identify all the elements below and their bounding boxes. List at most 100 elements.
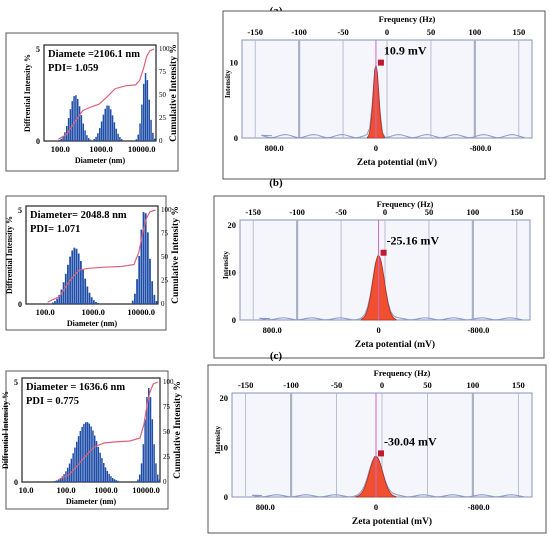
size-y-left-label: Diffrential Intensity %	[1, 391, 10, 469]
size-bar	[131, 300, 134, 304]
zeta-y-tick: 10	[228, 267, 237, 277]
peak-marker	[377, 59, 384, 66]
size-y-right-tick: 100	[159, 45, 170, 53]
size-plot-area	[25, 205, 159, 305]
size-bar	[148, 388, 150, 482]
zeta-y-tick: 0	[224, 492, 228, 502]
size-bar	[93, 138, 95, 141]
size-bar	[146, 397, 148, 482]
size-y-left-tick: 5	[14, 378, 18, 387]
size-bar	[117, 133, 119, 141]
size-bar	[73, 96, 75, 141]
size-bar	[103, 463, 105, 482]
zeta-y-label: Intensity	[221, 251, 230, 280]
size-x-tick: 10000.0	[132, 485, 160, 495]
zeta-y-tick: 10	[230, 58, 239, 68]
size-bar	[83, 423, 85, 482]
frequency-tick: -150	[238, 380, 254, 390]
size-y-left-tick: 5	[36, 45, 40, 54]
diameter-annotation: Diameter= 2048.8 nm	[30, 210, 127, 221]
panel-label: (b)	[269, 177, 283, 189]
size-bar	[95, 441, 98, 482]
frequency-axis-label: Frequency (Hz)	[377, 199, 434, 209]
size-bar	[101, 458, 103, 482]
size-bar	[100, 121, 103, 141]
size-x-tick: 100.0	[36, 307, 55, 317]
size-bar	[142, 212, 145, 304]
size-x-tick: 10000.0	[128, 144, 156, 154]
size-y-right-tick: 100	[161, 206, 172, 214]
zeta-value-label: -25.16 mV	[387, 234, 440, 248]
frequency-tick: -150	[247, 27, 263, 37]
size-bar	[97, 133, 99, 141]
size-y-right-label: Cumulative Intensity %	[173, 381, 183, 479]
size-bar	[74, 447, 76, 482]
size-bar	[158, 479, 161, 482]
size-bar	[90, 297, 93, 304]
size-bar	[97, 446, 100, 482]
diameter-annotation: Diameter = 1636.6 nm	[26, 382, 125, 393]
size-bar	[71, 101, 73, 141]
size-bar	[69, 109, 72, 141]
frequency-tick: -50	[331, 380, 342, 390]
size-bar	[111, 115, 114, 141]
frequency-tick: 0	[385, 27, 389, 37]
size-y-right-tick: 25	[161, 277, 169, 285]
size-bar	[86, 422, 89, 482]
size-bar	[153, 294, 156, 304]
size-bar	[149, 258, 151, 304]
size-bar	[144, 419, 146, 482]
size-bar	[134, 293, 136, 304]
zeta-x-tick: -800.0	[467, 325, 489, 335]
size-bar	[141, 104, 143, 141]
size-y-right-tick: 75	[163, 403, 171, 411]
size-bar	[92, 300, 95, 304]
frequency-tick: 100	[469, 27, 482, 37]
size-bar	[155, 463, 157, 482]
zeta-baseline-curve	[261, 67, 525, 139]
size-bar	[106, 105, 108, 141]
frequency-tick: -100	[289, 207, 305, 217]
zeta-baseline-curve	[259, 254, 523, 321]
frequency-tick: 150	[512, 380, 525, 390]
size-bar	[54, 301, 56, 304]
frequency-tick: 0	[383, 207, 387, 217]
size-bar	[149, 397, 152, 482]
size-bar	[51, 302, 54, 304]
size-bar	[140, 229, 143, 304]
size-bar	[137, 134, 139, 141]
size-bar	[136, 279, 138, 304]
size-bar	[79, 431, 82, 482]
size-bar	[75, 95, 77, 141]
size-bar	[110, 476, 112, 482]
size-bar	[152, 132, 154, 141]
frequency-tick: -100	[283, 380, 299, 390]
size-bar	[80, 260, 82, 304]
size-bar	[95, 302, 97, 304]
size-bar	[139, 123, 141, 141]
size-x-tick: 10.0	[19, 485, 34, 495]
size-bar	[95, 136, 97, 141]
pdi-annotation: PDI = 0.775	[26, 396, 79, 407]
size-bar	[102, 114, 105, 141]
size-bar	[76, 99, 79, 141]
size-bar	[89, 139, 92, 141]
size-bar	[76, 441, 78, 482]
size-bar	[150, 119, 152, 141]
size-bar	[113, 479, 116, 482]
size-x-tick: 100.0	[56, 485, 75, 495]
zeta-x-tick: 0	[374, 143, 378, 153]
size-y-left-tick: 0	[36, 137, 40, 146]
size-bar	[82, 123, 84, 141]
size-bar	[138, 255, 141, 304]
size-bar	[106, 470, 109, 482]
size-y-left-label: Diffrential Intensity %	[23, 54, 32, 132]
size-bar	[94, 435, 96, 482]
size-bar	[86, 135, 88, 141]
zeta-value-label: -30.04 mV	[384, 434, 437, 448]
size-bar	[153, 444, 155, 482]
size-x-tick: 100.0	[51, 144, 70, 154]
size-bar	[61, 476, 64, 482]
zeta-potential-panel-2: Frequency (Hz)-150 -100 -50 0 50 100 150-30.04…	[207, 364, 547, 534]
